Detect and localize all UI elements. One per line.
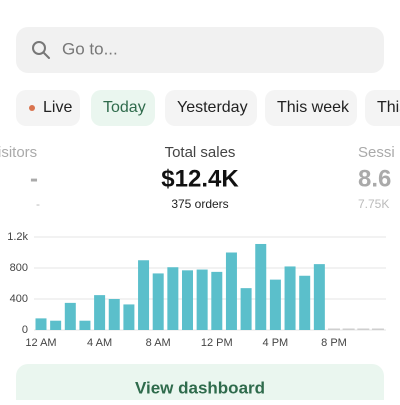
search-icon-handle — [42, 51, 50, 59]
x-tick-label: 8 PM — [321, 337, 347, 349]
bar — [240, 288, 252, 330]
metric-label: isitors — [0, 144, 37, 161]
bar — [35, 318, 47, 330]
tab-label: Live — [43, 99, 72, 116]
tab[interactable] — [265, 90, 357, 126]
bar — [138, 260, 150, 330]
x-tick-label: 8 AM — [146, 337, 171, 349]
tab[interactable] — [91, 90, 155, 126]
bar — [211, 271, 223, 330]
bar — [328, 328, 340, 330]
live-dot — [29, 105, 35, 111]
bar — [94, 295, 106, 330]
bar — [225, 252, 237, 330]
tab-label: This week — [277, 99, 350, 116]
bar — [50, 320, 62, 330]
y-tick-label: 1.2k — [7, 231, 28, 243]
bar — [123, 304, 135, 330]
bar — [255, 243, 267, 330]
tab-label: Today — [103, 99, 146, 116]
metric-sub: - — [36, 197, 40, 211]
bar — [299, 275, 311, 330]
search-placeholder: Go to... — [62, 39, 118, 58]
search-bar[interactable] — [16, 27, 384, 73]
bar — [313, 264, 325, 330]
metric-value: $12.4K — [161, 165, 239, 192]
view-dashboard-button[interactable] — [16, 364, 384, 405]
x-tick-label: 12 PM — [201, 337, 233, 349]
tab[interactable] — [365, 90, 400, 126]
metrics: isitors - - Total sales $12.4K 375 orders Sess… — [0, 144, 395, 211]
y-tick-label: 800 — [10, 262, 28, 274]
y-tick-label: 0 — [22, 324, 28, 336]
bar — [79, 320, 91, 330]
bar — [342, 328, 355, 330]
metric-value: - — [30, 165, 38, 192]
bar — [182, 270, 193, 330]
metric-sub: 7.75K — [358, 197, 389, 211]
bar — [269, 279, 281, 330]
x-tick-label: 4 PM — [263, 337, 289, 349]
tab[interactable] — [16, 90, 80, 126]
bar — [284, 266, 296, 330]
metric-label: Sessi — [358, 144, 395, 161]
x-tick-label: 12 AM — [25, 337, 56, 349]
bar — [108, 299, 120, 330]
bar — [357, 328, 370, 330]
metric-sub: 375 orders — [171, 197, 228, 211]
tab-label: This — [377, 99, 400, 116]
bar — [167, 267, 179, 330]
y-tick-label: 400 — [10, 293, 28, 305]
tab-label: Yesterday — [177, 99, 248, 116]
tab[interactable] — [165, 90, 257, 126]
tabs: Live Today Yesterday This week This — [16, 90, 400, 126]
bar — [371, 328, 384, 330]
metric-value: 8.6 — [358, 165, 391, 192]
chart: 0 400 800 1.2k 12 AM 4 AM 8 AM 12 PM 4 PM 8 PM — [7, 231, 386, 349]
search-icon — [32, 41, 46, 55]
button-label: View dashboard — [135, 378, 265, 397]
x-tick-label: 4 AM — [87, 337, 112, 349]
bar — [152, 273, 164, 330]
bar — [196, 269, 208, 330]
bar — [64, 302, 76, 330]
metric-label: Total sales — [165, 144, 236, 161]
